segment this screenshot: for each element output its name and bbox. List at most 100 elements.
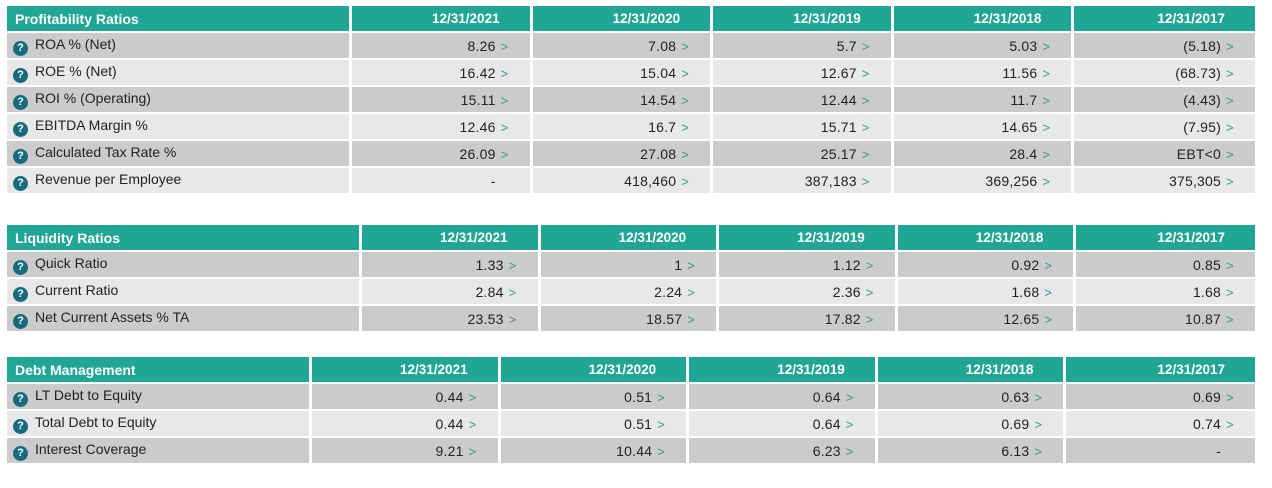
value-link[interactable]: 369,256 > [985,173,1054,189]
value-cell: 14.54 > [532,87,714,114]
value-link[interactable]: 1.33 > [476,257,521,273]
value-link[interactable]: EBT<0 > [1177,146,1238,162]
value-link[interactable]: 11.56 > [1002,65,1054,81]
value-cell: 25.17 > [713,141,894,168]
chevron-right-icon: > [861,92,870,108]
value-link[interactable]: 10.87 > [1185,311,1238,327]
value-link[interactable]: 23.53 > [468,311,521,327]
value-link[interactable]: 17.82 > [825,311,878,327]
value-link[interactable]: 5.7 > [837,38,874,54]
help-icon[interactable]: ? [13,418,28,434]
table-row: ? Net Current Assets % TA 23.53 > 18.57 > 17.8… [7,306,1255,333]
value-link[interactable]: 387,183 > [805,173,874,189]
help-icon[interactable]: ? [13,67,28,83]
chevron-right-icon: > [865,257,874,273]
help-icon[interactable]: ? [13,148,28,164]
value-link[interactable]: 2.36 > [833,284,878,300]
value-link[interactable]: 16.42 > [460,65,513,81]
value-link[interactable]: 10.44 > [616,443,669,459]
value-cell: (4.43) > [1074,87,1255,114]
help-icon[interactable]: ? [13,445,28,461]
value-link[interactable]: 0.51 > [624,389,669,405]
value-link[interactable]: 2.84 > [476,284,521,300]
value-cell: 12.44 > [713,87,894,114]
value-link[interactable]: 6.23 > [813,443,858,459]
value-link[interactable]: (7.95) > [1183,119,1238,135]
value-cell: 26.09 > [352,141,533,168]
table-row: ? Interest Coverage 9.21 >10.44 >6.23 >6.13 > - [7,438,1255,465]
value-link[interactable]: 0.69 > [1001,416,1046,432]
value-link[interactable]: 6.13 > [1001,443,1046,459]
help-icon[interactable]: ? [13,40,28,56]
column-header-date: 12/31/2018 [897,225,1077,252]
header-row: Profitability Ratios 12/31/2021 12/31/2020… [7,6,1255,33]
chevron-right-icon: > [657,416,665,432]
value-link[interactable]: 7.08 > [648,38,693,54]
value-link[interactable]: 11.7 > [1010,92,1054,108]
value-link[interactable]: 0.64 > [813,389,858,405]
value-link[interactable]: 2.24 > [654,284,699,300]
value-link[interactable]: 12.46 > [460,119,513,135]
value-number: EBT<0 [1176,145,1221,162]
value-link[interactable]: 15.71 > [821,119,874,135]
value-link[interactable]: 0.69 > [1193,389,1238,405]
value-link[interactable]: 18.57 > [646,311,699,327]
value-link[interactable]: 0.74 > [1193,416,1238,432]
value-cell: 1.33 > [362,252,541,279]
value-link[interactable]: 0.44 > [436,416,481,432]
help-icon[interactable]: ? [13,94,28,110]
value-link[interactable]: 12.65 > [1003,311,1056,327]
value-link[interactable]: 0.92 > [1011,257,1056,273]
value-link[interactable]: 0.63 > [1001,389,1046,405]
value-link[interactable]: 0.85 > [1193,257,1238,273]
value-link[interactable]: 15.04 > [640,65,693,81]
value-link[interactable]: 8.26 > [468,38,513,54]
help-icon[interactable]: ? [13,286,28,302]
column-header-date: 12/31/2017 [1074,6,1255,33]
value-link[interactable]: 15.11 > [461,92,513,108]
value-link[interactable]: 0.51 > [624,416,669,432]
help-icon[interactable]: ? [13,175,28,191]
value-link[interactable]: 1 > [674,257,699,273]
value-link[interactable]: 16.7 > [648,119,693,135]
value-link[interactable]: 27.08 > [640,146,693,162]
chevron-right-icon: > [861,65,870,81]
value-link[interactable]: 375,305 > [1169,173,1238,189]
value-link[interactable]: 418,460 > [624,173,693,189]
value-link[interactable]: 9.21 > [436,443,481,459]
chevron-right-icon: > [1034,416,1042,432]
help-icon[interactable]: ? [13,259,28,275]
value-link[interactable]: (4.43) > [1183,92,1238,108]
value-link[interactable]: 28.4 > [1009,146,1054,162]
profitability-ratios-table: Profitability Ratios 12/31/2021 12/31/2020… [7,6,1255,195]
value-link[interactable]: 14.65 > [1001,119,1054,135]
value-link[interactable]: 26.09 > [460,146,513,162]
value-link[interactable]: 1.12 > [833,257,878,273]
value-number: 0.44 [435,388,464,405]
value-link[interactable]: 25.17 > [821,146,874,162]
debt-management-section: Debt Management 12/31/2021 12/31/2020 12/31… [7,357,1255,465]
value-link[interactable]: 12.67 > [821,65,874,81]
value-link[interactable]: (68.73) > [1175,65,1238,81]
value-link[interactable]: 5.03 > [1009,38,1054,54]
value-link[interactable]: 0.64 > [813,416,858,432]
value-cell: 15.04 > [532,60,714,87]
value-cell: 0.51 > [500,411,690,438]
help-icon[interactable]: ? [13,313,28,329]
value-link[interactable]: 1.68 > [1011,284,1056,300]
help-icon[interactable]: ? [13,121,28,137]
value-link[interactable]: 1.68 > [1193,284,1238,300]
value-cell: 1.68 > [897,279,1077,306]
metric-label-cell: ? Net Current Assets % TA [7,306,362,333]
value-number: 9.21 [435,442,464,459]
chevron-right-icon: > [687,311,695,327]
help-icon[interactable]: ? [13,391,28,407]
value-number: - [490,172,496,189]
value-link[interactable]: 0.44 > [436,389,481,405]
table-row: ? Revenue per Employee -418,460 >387,183 >36… [7,168,1255,195]
chevron-right-icon: > [500,65,509,81]
value-link[interactable]: 14.54 > [640,92,693,108]
value-link[interactable]: 12.44 > [821,92,874,108]
value-link[interactable]: (5.18) > [1183,38,1238,54]
value-cell: 28.4 > [893,141,1075,168]
